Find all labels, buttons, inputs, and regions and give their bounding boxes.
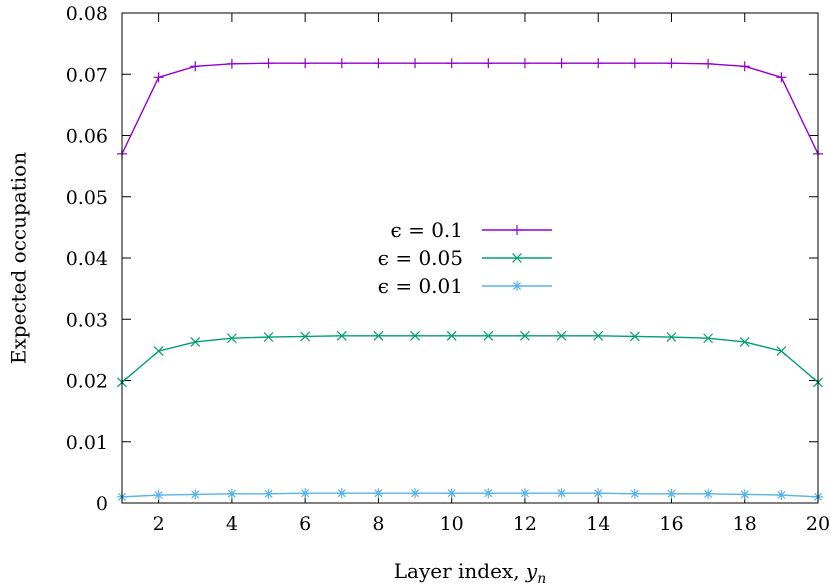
data-point bbox=[373, 330, 384, 341]
data-point bbox=[519, 488, 530, 499]
data-point bbox=[336, 58, 347, 69]
data-point bbox=[556, 58, 567, 69]
data-point bbox=[190, 61, 201, 72]
data-point bbox=[373, 488, 384, 499]
y-tick-label: 0 bbox=[96, 493, 108, 515]
y-tick-label: 0.01 bbox=[66, 432, 108, 454]
data-point bbox=[410, 488, 421, 499]
data-point bbox=[446, 330, 457, 341]
data-point bbox=[190, 489, 201, 500]
data-point bbox=[226, 488, 237, 499]
data-point bbox=[556, 330, 567, 341]
data-point bbox=[703, 333, 714, 344]
x-tick-label: 16 bbox=[659, 513, 683, 535]
data-point bbox=[703, 488, 714, 499]
x-tick-label: 12 bbox=[513, 513, 537, 535]
data-point bbox=[153, 346, 164, 357]
y-tick-label: 0.07 bbox=[66, 64, 108, 86]
data-point bbox=[739, 336, 750, 347]
data-point bbox=[703, 58, 714, 69]
data-point bbox=[410, 58, 421, 69]
x-tick-label: 6 bbox=[299, 513, 311, 535]
data-point bbox=[336, 488, 347, 499]
axis-ticks: 2 4 6 8 10 12 14 16 18 20 0 0.01 0.02 0.03 0.04 0.05 0.0… bbox=[66, 3, 830, 535]
data-point bbox=[263, 488, 274, 499]
data-point bbox=[483, 330, 494, 341]
data-point bbox=[483, 488, 494, 499]
data-point bbox=[263, 58, 274, 69]
data-point bbox=[776, 490, 787, 501]
y-tick-label: 0.08 bbox=[66, 3, 108, 25]
y-tick-label: 0.05 bbox=[66, 187, 108, 209]
legend-item: ϵ = 0.05 bbox=[378, 246, 552, 270]
data-point bbox=[776, 346, 787, 357]
data-point bbox=[226, 58, 237, 69]
plot-series bbox=[117, 58, 823, 502]
legend-marker bbox=[512, 281, 522, 291]
data-point bbox=[300, 58, 311, 69]
data-point bbox=[556, 488, 567, 499]
data-point bbox=[629, 488, 640, 499]
x-tick-label: 4 bbox=[226, 513, 238, 535]
series-3 bbox=[117, 488, 823, 502]
x-axis-label-text: Layer index, bbox=[394, 559, 526, 583]
x-axis-label-sub: n bbox=[537, 571, 546, 586]
series-line bbox=[121, 62, 819, 155]
data-point bbox=[666, 488, 677, 499]
data-point bbox=[410, 330, 420, 341]
y-tick-label: 0.02 bbox=[66, 371, 108, 393]
legend-label: ϵ = 0.1 bbox=[391, 218, 463, 242]
legend-item: ϵ = 0.1 bbox=[391, 218, 552, 242]
x-axis-label: Layer index, yn bbox=[394, 559, 547, 586]
data-point bbox=[153, 72, 164, 83]
data-point bbox=[739, 61, 750, 72]
legend-label: ϵ = 0.05 bbox=[378, 246, 463, 270]
data-point bbox=[483, 58, 494, 69]
data-point bbox=[593, 330, 604, 341]
series-line bbox=[121, 335, 819, 383]
data-point bbox=[373, 58, 384, 69]
y-tick-label: 0.06 bbox=[66, 126, 108, 148]
data-point bbox=[629, 58, 640, 69]
data-point bbox=[300, 331, 311, 342]
x-tick-label: 14 bbox=[586, 513, 610, 535]
y-tick-label: 0.03 bbox=[66, 309, 108, 331]
data-point bbox=[776, 72, 787, 83]
data-point bbox=[739, 489, 750, 500]
data-point bbox=[629, 331, 640, 342]
data-point bbox=[190, 336, 201, 347]
data-point bbox=[520, 330, 530, 341]
x-tick-label: 18 bbox=[733, 513, 757, 535]
data-point bbox=[446, 58, 457, 69]
legend-item: ϵ = 0.01 bbox=[378, 274, 552, 298]
y-tick-label: 0.04 bbox=[66, 248, 108, 270]
data-point bbox=[593, 488, 604, 499]
x-tick-label: 2 bbox=[153, 513, 165, 535]
x-tick-label: 8 bbox=[372, 513, 384, 535]
data-point bbox=[666, 58, 677, 69]
plot-frame bbox=[121, 12, 819, 504]
series-2 bbox=[117, 330, 823, 388]
data-point bbox=[593, 58, 604, 69]
y-axis-label: Expected occupation bbox=[7, 152, 31, 364]
data-point bbox=[263, 332, 274, 342]
data-point bbox=[336, 330, 347, 341]
data-point bbox=[226, 333, 237, 344]
data-point bbox=[300, 488, 311, 499]
data-point bbox=[519, 58, 530, 69]
legend: ϵ = 0.1 ϵ = 0.05 ϵ = 0.01 bbox=[378, 218, 552, 298]
x-tick-label: 10 bbox=[440, 513, 464, 535]
series-line bbox=[121, 492, 819, 498]
legend-marker bbox=[512, 225, 522, 235]
x-axis-label-var: y bbox=[525, 559, 538, 583]
legend-marker bbox=[512, 253, 522, 263]
data-point bbox=[446, 488, 457, 499]
data-point bbox=[666, 332, 677, 342]
data-point bbox=[153, 490, 164, 501]
legend-label: ϵ = 0.01 bbox=[378, 274, 463, 298]
x-tick-label: 20 bbox=[806, 513, 830, 535]
series-1 bbox=[117, 58, 823, 159]
